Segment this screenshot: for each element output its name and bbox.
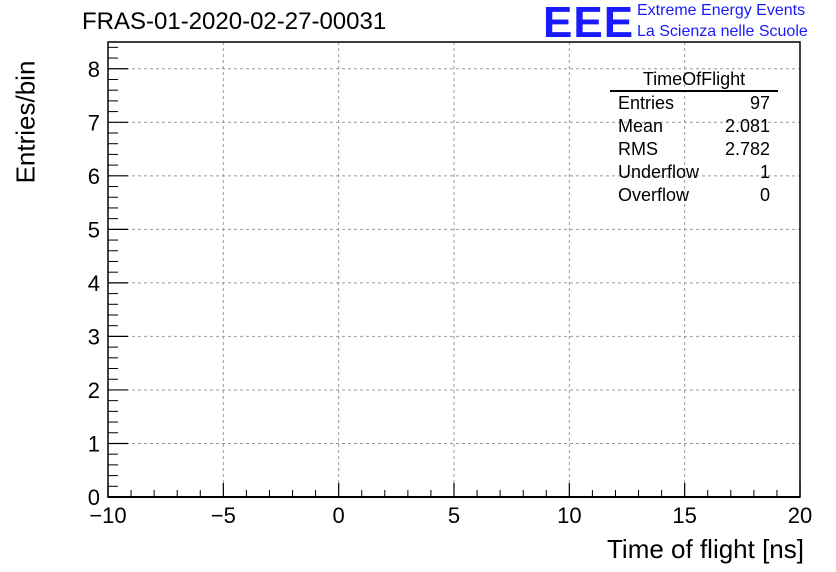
- stats-row-underflow: Underflow 1: [610, 161, 778, 184]
- histogram-bin: [350, 229, 357, 497]
- y-tick-label: 5: [88, 217, 100, 242]
- histogram-bin: [115, 443, 122, 497]
- histogram-bin: [454, 443, 461, 497]
- stats-value: 1: [759, 162, 770, 182]
- stats-value: 2.081: [724, 116, 770, 136]
- x-axis-label: Time of flight [ns]: [607, 534, 804, 564]
- x-tick-label: 0: [333, 503, 345, 528]
- y-axis-label: Entries/bin: [10, 60, 41, 184]
- y-tick-label: 2: [88, 378, 100, 403]
- y-tick-label: 1: [88, 431, 100, 456]
- y-axis-label-container: Entries/bin: [6, 52, 46, 192]
- histogram-bin: [371, 229, 378, 497]
- chart-title: FRAS-01-2020-02-27-00031: [82, 8, 387, 35]
- stats-value: 0: [759, 185, 770, 205]
- stats-row-overflow: Overflow 0: [610, 184, 778, 207]
- histogram-bin: [461, 443, 468, 497]
- histogram-bin: [502, 443, 509, 497]
- stats-box-title: TimeOfFlight: [610, 68, 778, 92]
- histogram-bin: [385, 122, 392, 497]
- histogram-bin: [489, 443, 496, 497]
- stats-row-mean: Mean 2.081: [610, 115, 778, 138]
- histogram-bin: [343, 443, 350, 497]
- y-tick-label: 4: [88, 271, 100, 296]
- histogram-bin: [122, 443, 129, 497]
- stats-row-entries: Entries 97: [610, 92, 778, 115]
- logo-text-line2: La Scienza nelle Scuole: [637, 23, 808, 40]
- stats-label: Entries: [618, 93, 675, 113]
- y-tick-label: 8: [88, 57, 100, 82]
- histogram-bin: [447, 336, 454, 497]
- stats-label: Mean: [618, 116, 664, 136]
- eee-logo: EEE: [543, 0, 635, 47]
- stats-box: TimeOfFlight Entries 97 Mean 2.081 RMS 2…: [610, 68, 778, 207]
- y-tick-label: 6: [88, 164, 100, 189]
- histogram-bin: [205, 443, 212, 497]
- grid-lines: [108, 42, 800, 497]
- stats-row-rms: RMS 2.782: [610, 138, 778, 161]
- y-tick-label: 0: [88, 485, 100, 510]
- histogram-bin: [295, 443, 302, 497]
- x-tick-label: 15: [672, 503, 696, 528]
- histogram-bin: [253, 443, 260, 497]
- histogram-bin: [129, 443, 136, 497]
- stats-label: Underflow: [618, 162, 700, 182]
- stats-value: 2.782: [724, 139, 770, 159]
- histogram-bin: [475, 443, 482, 497]
- histogram-bin: [336, 443, 343, 497]
- x-tick-label: −10: [89, 503, 126, 528]
- x-tick-label: 20: [788, 503, 812, 528]
- histogram-bin: [406, 229, 413, 497]
- histogram-bin: [419, 229, 426, 497]
- x-tick-label: 10: [557, 503, 581, 528]
- histogram-bin: [267, 443, 274, 497]
- histogram-bin: [246, 443, 253, 497]
- stats-label: RMS: [618, 139, 658, 159]
- x-tick-label: −5: [211, 503, 236, 528]
- histogram-bin: [509, 443, 516, 497]
- y-tick-label: 3: [88, 324, 100, 349]
- y-tick-label: 7: [88, 110, 100, 135]
- stats-label: Overflow: [618, 185, 690, 205]
- axis-ticks: [107, 46, 801, 498]
- x-tick-label: 5: [448, 503, 460, 528]
- stats-value: 97: [749, 93, 770, 113]
- logo-text-line1: Extreme Energy Events: [637, 2, 806, 19]
